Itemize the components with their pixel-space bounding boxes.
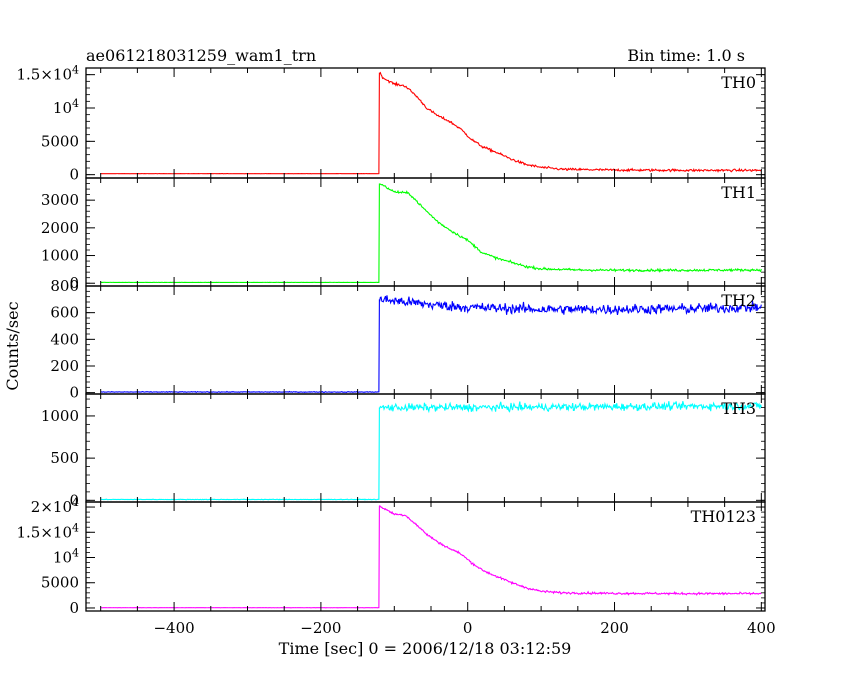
panel-frame xyxy=(85,67,766,179)
panel-th0123: 0 5000 104 1.5×104 2×104 TH0123 xyxy=(16,496,766,617)
chart-title: ae061218031259_wam1_trn xyxy=(86,46,316,65)
panel-frame xyxy=(85,393,766,503)
y-tick-label: 1.5×104 xyxy=(16,64,79,84)
series-line-th2 xyxy=(100,295,762,394)
x-tick-label: −200 xyxy=(300,619,341,637)
y-tick-label: 5000 xyxy=(41,132,79,150)
y-tick-label: 2×104 xyxy=(31,496,79,516)
y-tick-label: 800 xyxy=(50,277,79,295)
panel-frame xyxy=(85,501,766,612)
y-tick-label: 0 xyxy=(69,491,79,509)
y-tick-label: 0 xyxy=(69,166,79,184)
y-axis-label: Counts/sec xyxy=(3,301,22,390)
y-tick-label: 600 xyxy=(50,304,79,322)
panel-label: TH1 xyxy=(721,183,756,202)
y-tick-label: 1000 xyxy=(41,247,79,265)
panel-label: TH2 xyxy=(721,291,756,310)
y-tick-label: 1000 xyxy=(41,407,79,425)
y-tick-label: 1.5×104 xyxy=(16,521,79,541)
y-tick-label: 0 xyxy=(69,599,79,617)
y-tick-label: 2000 xyxy=(41,219,79,237)
panel-frame xyxy=(85,285,766,395)
panel-th2: 0 200 400 600 800 TH2 xyxy=(50,277,766,402)
bin-time-label: Bin time: 1.0 s xyxy=(627,46,745,65)
y-tick-label: 104 xyxy=(53,97,79,117)
series-line-th0 xyxy=(100,71,762,175)
panel-label: TH3 xyxy=(721,399,756,418)
y-tick-label: 200 xyxy=(50,357,79,375)
y-tick-label: 0 xyxy=(69,274,79,292)
x-tick-label: 0 xyxy=(463,619,473,637)
panel-th1: 0 1000 2000 3000 TH1 xyxy=(41,177,766,292)
x-tick-label: 400 xyxy=(747,619,776,637)
y-tick-label: 500 xyxy=(50,449,79,467)
y-tick-label: 0 xyxy=(69,384,79,402)
x-axis-label: Time [sec] 0 = 2006/12/18 03:12:59 xyxy=(279,639,572,658)
panel-th3: 0 500 1000 TH3 xyxy=(41,393,766,509)
panel-label: TH0123 xyxy=(691,507,756,526)
series-line-th0123 xyxy=(100,505,762,609)
x-tick-label: −400 xyxy=(153,619,194,637)
panel-th0: 0 5000 104 1.5×104 TH0 xyxy=(16,64,766,184)
x-axis-tick-labels: −400 −200 0 200 400 xyxy=(153,619,775,637)
y-tick-label: 5000 xyxy=(41,574,79,592)
y-tick-label: 104 xyxy=(53,547,79,567)
y-tick-label: 3000 xyxy=(41,191,79,209)
series-line-th3 xyxy=(100,401,762,501)
y-tick-label: 400 xyxy=(50,330,79,348)
series-line-th1 xyxy=(100,183,762,284)
panel-label: TH0 xyxy=(721,73,756,92)
x-tick-label: 200 xyxy=(600,619,629,637)
